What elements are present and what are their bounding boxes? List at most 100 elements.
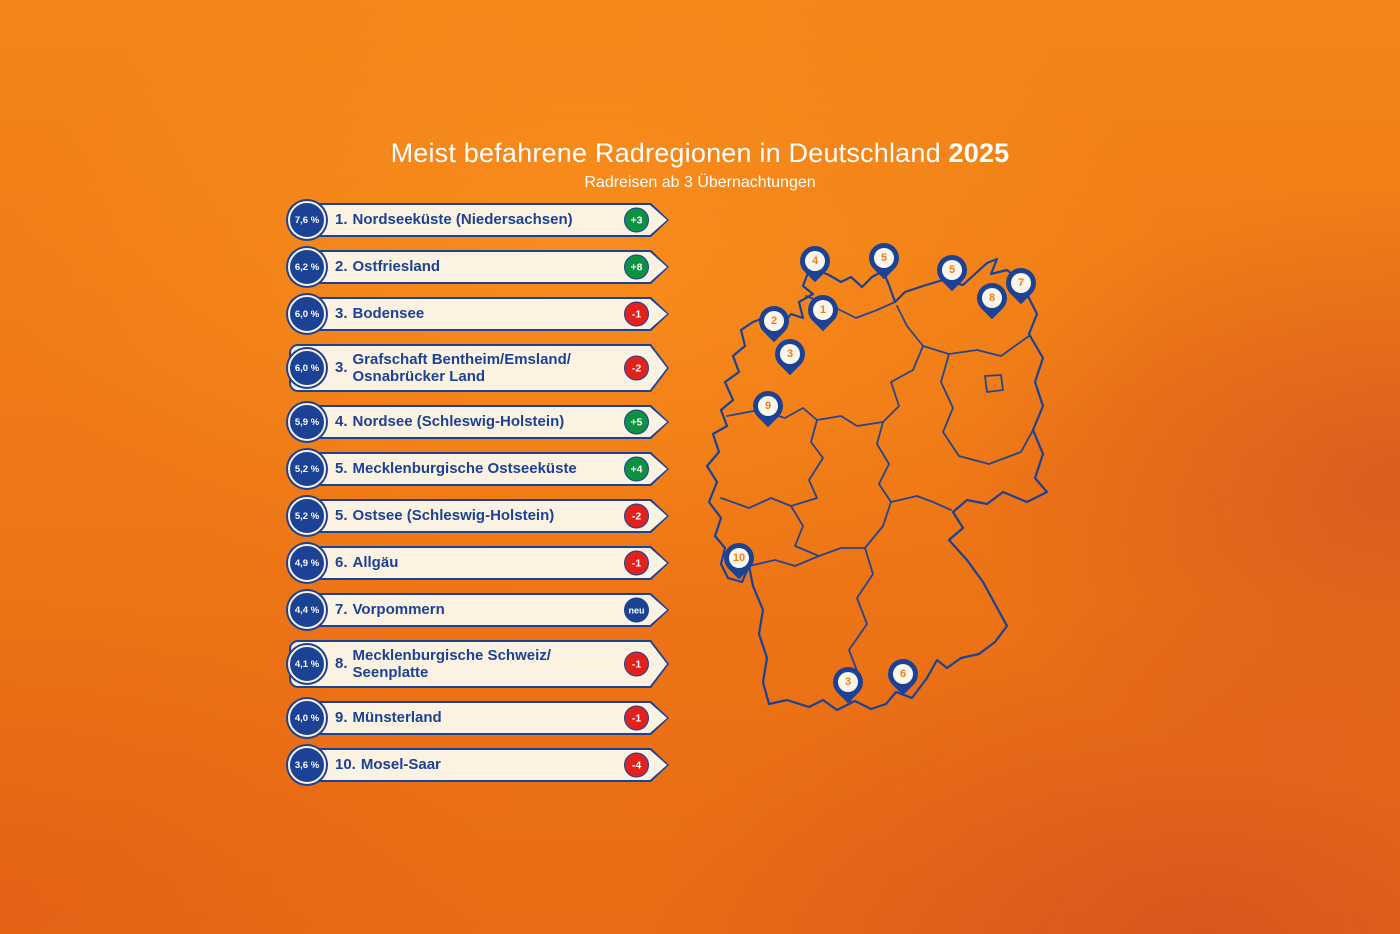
region-rank: 10.	[335, 756, 356, 774]
map-pin-head: 8	[982, 288, 1002, 308]
title-year: 2025	[948, 138, 1010, 168]
region-name: Grafschaft Bentheim/Emsland/ Osnabrücker…	[352, 350, 571, 385]
region-name: Mecklenburgische Ostseeküste	[352, 460, 577, 478]
region-name: Ostfriesland	[352, 258, 441, 276]
region-rank: 3.	[335, 305, 348, 323]
ranking-row: 5. Mecklenburgische Ostseeküste 5,2 % +4	[288, 450, 669, 488]
ranking-row: 6. Allgäu 4,9 % -1	[288, 544, 669, 582]
map-pin: 8	[970, 276, 1014, 325]
germany-map: 4 5 5 7 8 1 2 3 9 10 3 6	[690, 230, 1110, 770]
percent-value: 6,0 %	[294, 362, 320, 374]
row-arrow-shape	[289, 640, 669, 688]
map-pin-number: 10	[732, 552, 746, 564]
berlin-border	[984, 374, 1004, 393]
map-pin-head: 2	[764, 311, 784, 331]
region-name: Ostsee (Schleswig-Holstein)	[352, 507, 555, 525]
ranking-row: 5. Ostsee (Schleswig-Holstein) 5,2 % -2	[288, 497, 669, 535]
region-label: 5. Mecklenburgische Ostseeküste	[335, 452, 613, 486]
row-arrow-shape	[289, 250, 669, 284]
title-block: Meist befahrene Radregionen in Deutschla…	[0, 138, 1400, 192]
percent-badge: 7,6 %	[288, 201, 326, 239]
percent-badge: 5,2 %	[288, 497, 326, 535]
change-value: -2	[631, 362, 642, 374]
change-badge: -2	[624, 503, 649, 529]
change-value: +4	[630, 463, 643, 475]
row-arrow-shape	[289, 297, 669, 331]
change-badge: +5	[624, 409, 649, 435]
change-value: -1	[631, 658, 642, 670]
map-pin-head: 6	[893, 664, 913, 684]
row-arrow-fill	[291, 642, 667, 686]
region-rank: 2.	[335, 258, 348, 276]
map-pin-number: 7	[1017, 277, 1025, 289]
percent-value: 5,9 %	[294, 416, 320, 428]
map-pin: 5	[930, 248, 974, 297]
map-pin-head: 10	[729, 548, 749, 568]
map-pin-number: 5	[948, 264, 956, 276]
page-subtitle: Radreisen ab 3 Übernachtungen	[584, 174, 816, 191]
map-pin-head: 5	[874, 248, 894, 268]
state-border	[790, 505, 820, 557]
row-arrow-fill	[291, 703, 667, 733]
region-label: 10. Mosel-Saar	[335, 748, 613, 782]
row-arrow-shape	[289, 593, 669, 627]
percent-badge: 4,9 %	[288, 544, 326, 582]
percent-badge: 3,6 %	[288, 746, 326, 784]
map-pin: 3	[768, 332, 812, 381]
percent-badge: 4,1 %	[288, 645, 326, 683]
row-arrow-fill	[291, 252, 667, 282]
region-label: 8. Mecklenburgische Schweiz/ Seenplatte	[335, 640, 613, 688]
map-pin-number: 2	[770, 315, 778, 327]
row-arrow-shape	[289, 546, 669, 580]
region-name: Vorpommern	[352, 601, 445, 619]
state-border	[720, 407, 824, 509]
percent-badge: 5,2 %	[288, 450, 326, 488]
change-badge: +4	[624, 456, 649, 482]
percent-value: 4,0 %	[294, 712, 320, 724]
row-arrow-fill	[291, 548, 667, 578]
ranking-row: 1. Nordseeküste (Niedersachsen) 7,6 % +3	[288, 201, 669, 239]
percent-value: 4,9 %	[294, 557, 320, 569]
change-value: neu	[628, 605, 645, 615]
map-pin: 9	[746, 384, 790, 433]
region-rank: 5.	[335, 460, 348, 478]
state-border	[816, 345, 924, 427]
map-pin-head: 9	[758, 396, 778, 416]
ranking-list: 1. Nordseeküste (Niedersachsen) 7,6 % +3 …	[288, 201, 669, 784]
row-arrow-fill	[291, 299, 667, 329]
map-pin: 6	[881, 652, 925, 701]
change-value: +5	[630, 416, 643, 428]
row-arrow-shape	[289, 499, 669, 533]
map-pin-head: 7	[1011, 273, 1031, 293]
map-pin-head: 4	[805, 251, 825, 271]
region-label: 4. Nordsee (Schleswig-Holstein)	[335, 405, 613, 439]
map-pin-head: 5	[942, 260, 962, 280]
region-rank: 9.	[335, 709, 348, 727]
percent-value: 6,2 %	[294, 261, 320, 273]
row-arrow-shape	[289, 701, 669, 735]
region-label: 3. Bodensee	[335, 297, 613, 331]
change-badge: -2	[624, 355, 649, 381]
region-name: Mosel-Saar	[360, 756, 441, 774]
change-badge: neu	[624, 597, 649, 623]
map-pin-number: 8	[988, 292, 996, 304]
state-border	[848, 501, 892, 703]
row-arrow-fill	[291, 501, 667, 531]
row-arrow-fill	[291, 595, 667, 625]
germany-outline-svg	[705, 250, 1049, 712]
map-pin-number: 3	[786, 348, 794, 360]
ranking-row: 9. Münsterland 4,0 % -1	[288, 699, 669, 737]
map-pin-head: 1	[813, 300, 833, 320]
map-pin-number: 6	[899, 668, 907, 680]
percent-badge: 6,0 %	[288, 295, 326, 333]
map-pin: 4	[793, 239, 837, 288]
region-label: 5. Ostsee (Schleswig-Holstein)	[335, 499, 613, 533]
change-badge: -1	[624, 550, 649, 576]
map-pin: 10	[717, 536, 761, 585]
region-label: 9. Münsterland	[335, 701, 613, 735]
percent-badge: 6,2 %	[288, 248, 326, 286]
change-value: -1	[631, 308, 642, 320]
region-label: 1. Nordseeküste (Niedersachsen)	[335, 203, 613, 237]
change-badge: +3	[624, 207, 649, 233]
title-text: Meist befahrene Radregionen in Deutschla…	[390, 138, 941, 168]
